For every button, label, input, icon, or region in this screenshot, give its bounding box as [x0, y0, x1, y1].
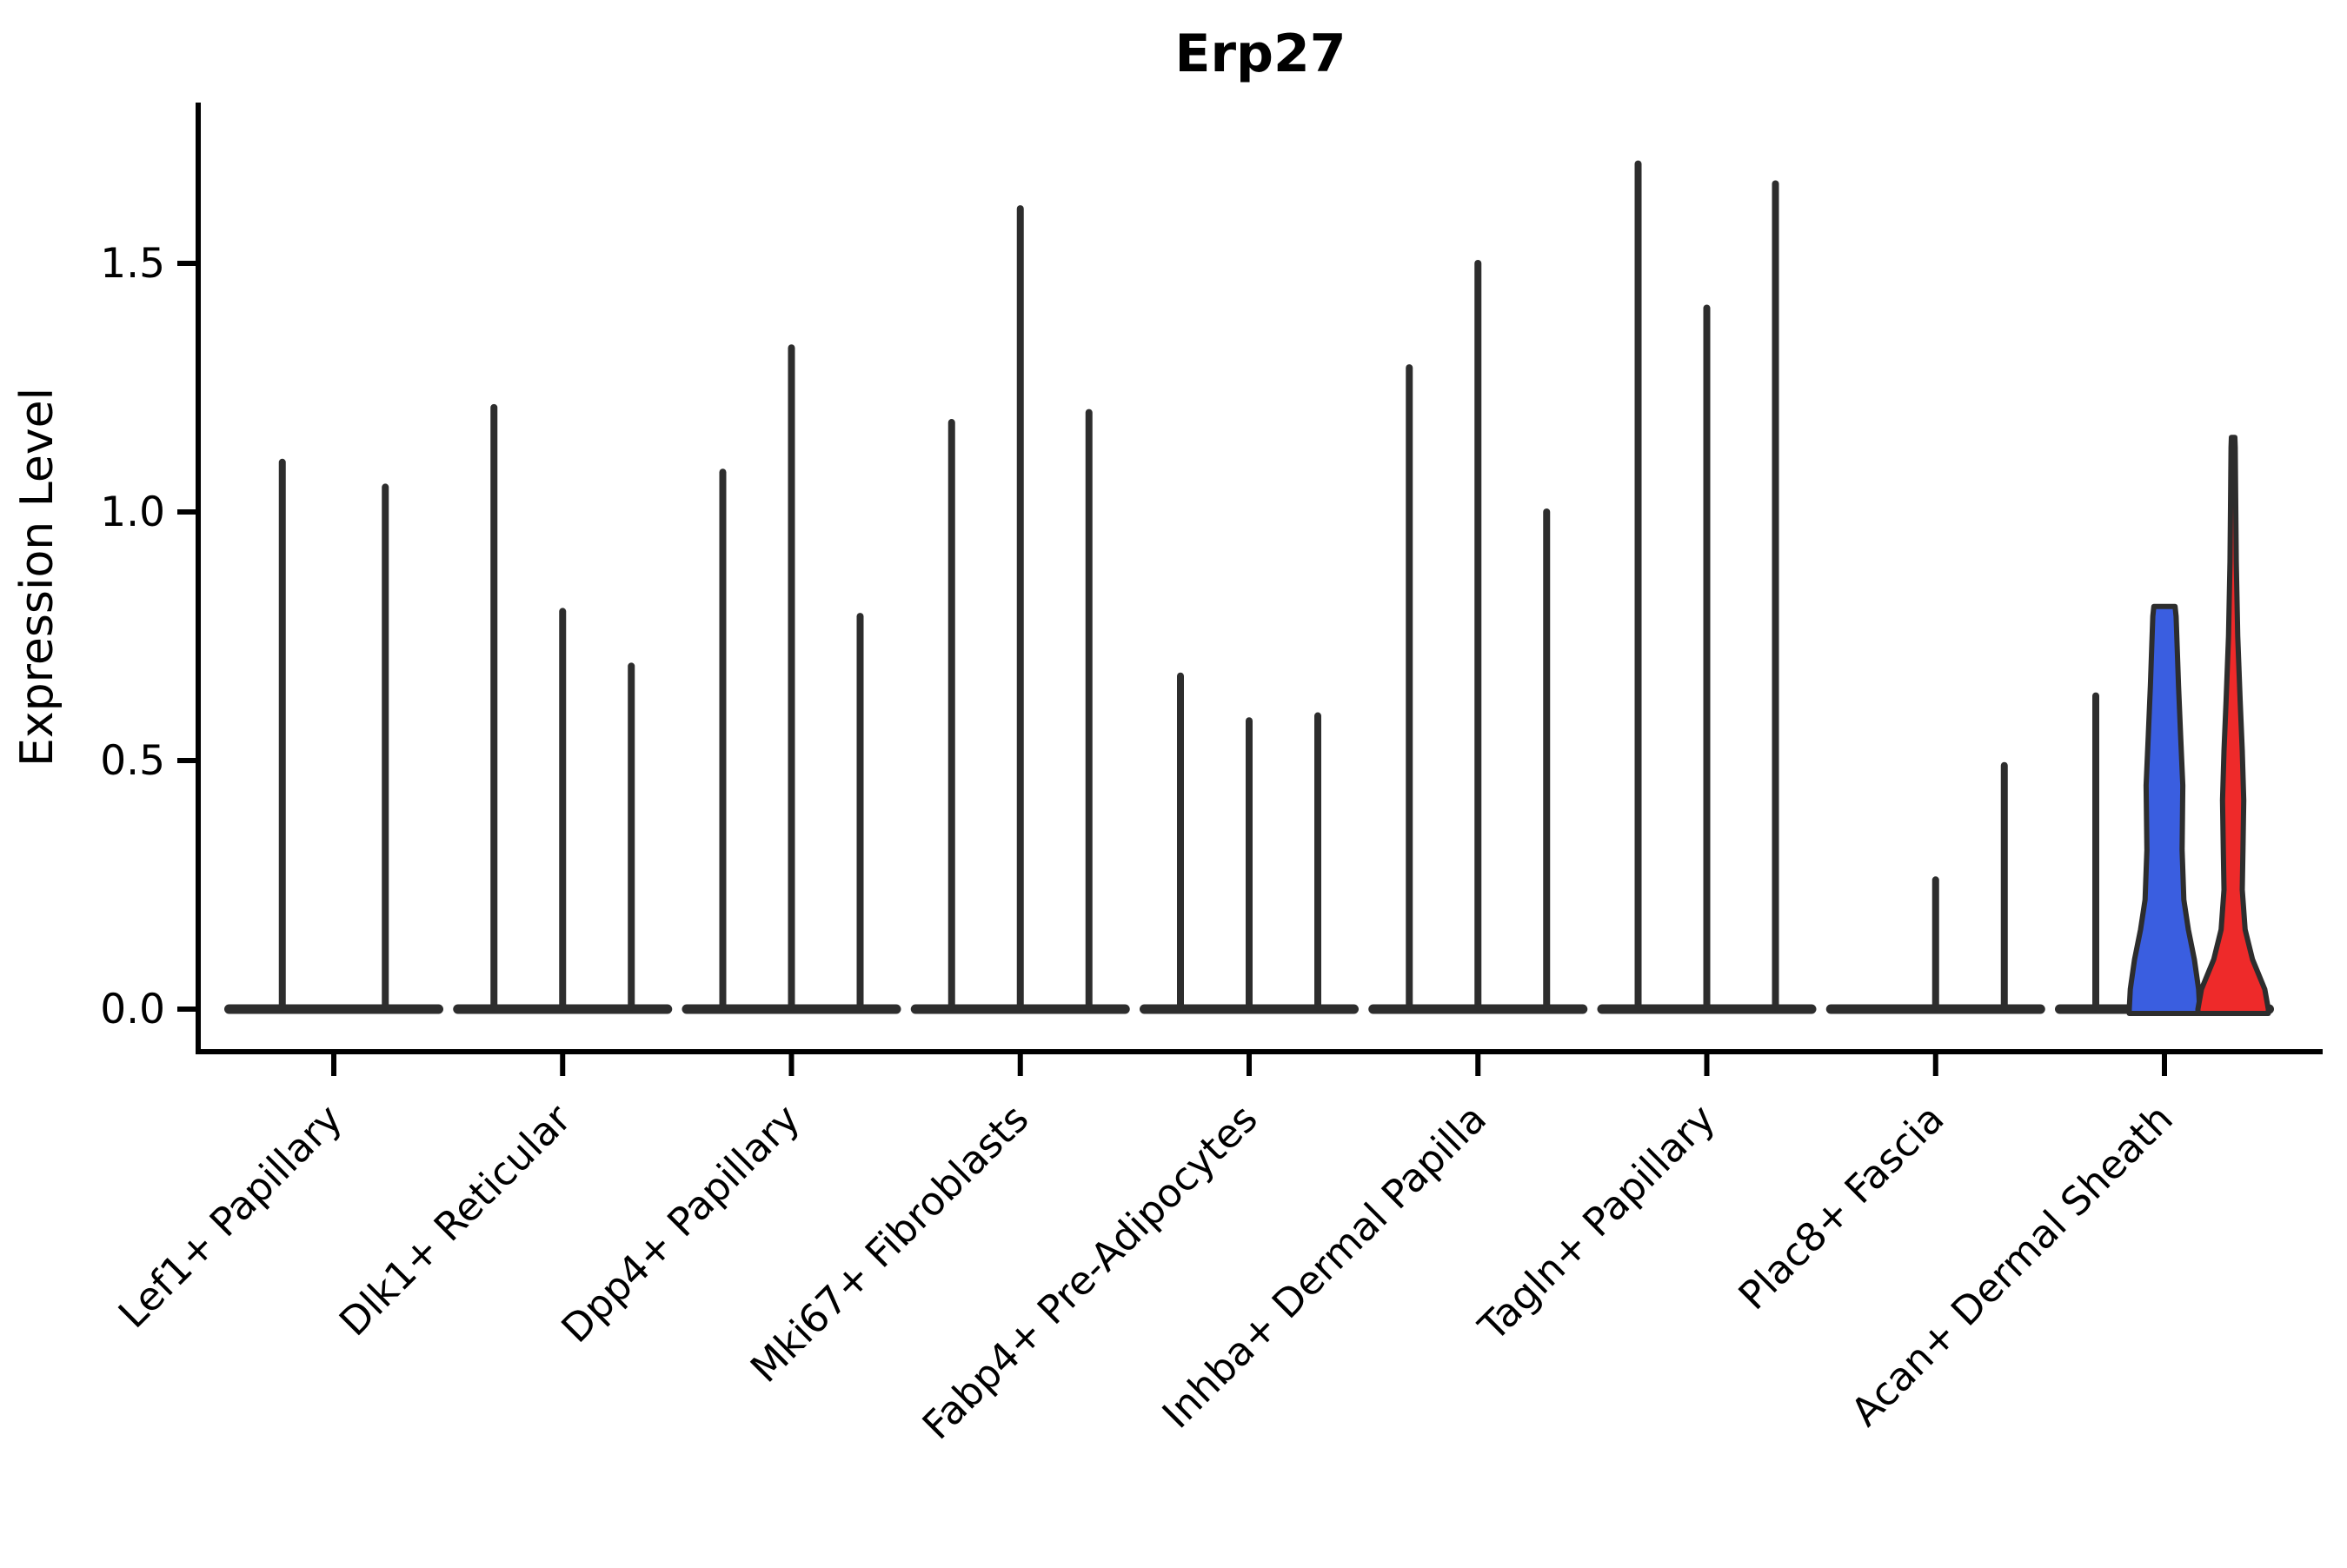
y-tick-label: 1.0 — [100, 488, 165, 536]
violin-body — [2126, 603, 2203, 1016]
y-tick-label: 0.0 — [100, 986, 165, 1033]
x-tick-label: Dpp4+ Papillary — [552, 1095, 808, 1352]
violins — [224, 160, 2274, 1016]
x-tick-label: Lef1+ Papillary — [110, 1095, 351, 1337]
x-tick-label: Plac8+ Fascia — [1730, 1095, 1953, 1319]
violin-body — [2195, 435, 2271, 1016]
y-tick-label: 0.5 — [100, 737, 165, 785]
chart-title: Erp27 — [1174, 23, 1346, 84]
x-tick-label: Tagln+ Papillary — [1469, 1095, 1724, 1350]
x-tick-label: Dlk1+ Reticular — [330, 1095, 580, 1345]
y-tick-label: 1.5 — [100, 240, 165, 288]
y-axis-ticks: 0.0 0.5 1.0 1.5 — [100, 240, 198, 1033]
y-axis-label: Expression Level — [11, 388, 63, 767]
